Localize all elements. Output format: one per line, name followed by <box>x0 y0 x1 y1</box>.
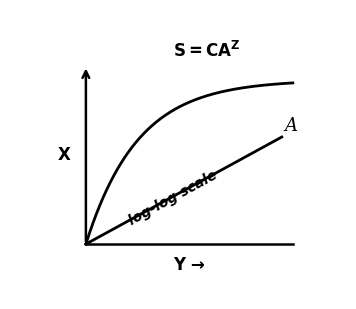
Text: $\mathbf{S = CA^Z}$: $\mathbf{S = CA^Z}$ <box>173 41 240 61</box>
Text: log-log scale: log-log scale <box>126 168 220 228</box>
Text: X: X <box>57 146 70 164</box>
Text: A: A <box>284 116 298 135</box>
Text: Y →: Y → <box>173 256 205 274</box>
